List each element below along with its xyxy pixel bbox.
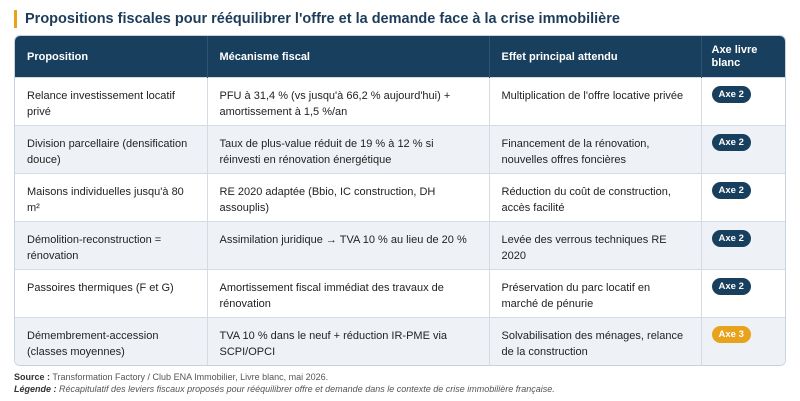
cell-proposition: Passoires thermiques (F et G) [15, 269, 207, 318]
axe-badge: Axe 3 [711, 326, 751, 343]
cell-effet: Préservation du parc locatif en marché d… [488, 269, 701, 318]
cell-mecanisme: RE 2020 adaptée (Bbio, IC construction, … [206, 173, 489, 222]
table-row: Démembrement-accession (classes moyennes… [15, 317, 785, 365]
cell-proposition: Relance investissement locatif privé [15, 77, 207, 126]
table-row: Maisons individuelles jusqu'à 80 m² RE 2… [15, 173, 785, 222]
axe-badge: Axe 2 [711, 134, 751, 151]
cell-proposition: Maisons individuelles jusqu'à 80 m² [15, 173, 207, 222]
page-title: Propositions fiscales pour rééquilibrer … [25, 11, 620, 27]
cell-axe: Axe 2 [700, 269, 785, 318]
legend-label: Légende : [14, 384, 57, 394]
cell-axe: Axe 2 [700, 173, 785, 222]
cell-proposition: Démolition-reconstruction = rénovation [15, 221, 207, 270]
cell-proposition: Démembrement-accession (classes moyennes… [15, 317, 207, 365]
source-line: Source : Transformation Factory / Club E… [14, 371, 555, 383]
cell-effet: Financement de la rénovation, nouvelles … [488, 125, 701, 174]
cell-mecanisme: PFU à 31,4 % (vs jusqu'à 66,2 % aujourd'… [206, 77, 489, 126]
axe-badge: Axe 2 [711, 86, 751, 103]
cell-mecanisme: TVA 10 % dans le neuf + réduction IR-PME… [206, 317, 489, 365]
axe-badge: Axe 2 [711, 278, 751, 295]
legend-line: Légende : Récapitulatif des leviers fisc… [14, 383, 555, 395]
cell-effet: Solvabilisation des ménages, relance de … [488, 317, 701, 365]
column-header-effet: Effet principal attendu [488, 36, 701, 78]
table-row: Démolition-reconstruction = rénovation A… [15, 221, 785, 270]
title-accent-bar [14, 10, 17, 28]
column-header-proposition: Proposition [27, 50, 89, 63]
table-row: Division parcellaire (densification douc… [15, 125, 785, 174]
proposals-table: Proposition Mécanisme fiscal Effet princ… [15, 36, 785, 365]
axe-badge: Axe 2 [711, 230, 751, 247]
table-header-row: Proposition Mécanisme fiscal Effet princ… [15, 36, 785, 78]
table-row: Relance investissement locatif privé PFU… [15, 77, 785, 126]
cell-mecanisme: Assimilation juridique → TVA 10 % au lie… [206, 221, 489, 270]
column-header-mecanisme: Mécanisme fiscal [206, 36, 489, 78]
title-bar: Propositions fiscales pour rééquilibrer … [14, 9, 620, 29]
column-header-axe: Axe livre blanc [700, 36, 785, 78]
cell-proposition: Division parcellaire (densification douc… [15, 125, 207, 174]
table-row: Passoires thermiques (F et G) Amortissem… [15, 269, 785, 318]
cell-axe: Axe 2 [700, 221, 785, 270]
cell-effet: Levée des verrous techniques RE 2020 [488, 221, 701, 270]
cell-mecanisme: Taux de plus-value réduit de 19 % à 12 %… [206, 125, 489, 174]
cell-mecanisme: Amortissement fiscal immédiat des travau… [206, 269, 489, 318]
footer: Source : Transformation Factory / Club E… [14, 371, 555, 395]
table-container: Proposition Mécanisme fiscal Effet princ… [14, 35, 786, 366]
source-text: Transformation Factory / Club ENA Immobi… [52, 372, 329, 382]
cell-axe: Axe 3 [700, 317, 785, 365]
cell-axe: Axe 2 [700, 77, 785, 126]
cell-effet: Multiplication de l'offre locative privé… [488, 77, 701, 126]
cell-axe: Axe 2 [700, 125, 785, 174]
cell-effet: Réduction du coût de construction, accès… [488, 173, 701, 222]
legend-text: Récapitulatif des leviers fiscaux propos… [59, 384, 555, 394]
axe-badge: Axe 2 [711, 182, 751, 199]
source-label: Source : [14, 372, 51, 382]
